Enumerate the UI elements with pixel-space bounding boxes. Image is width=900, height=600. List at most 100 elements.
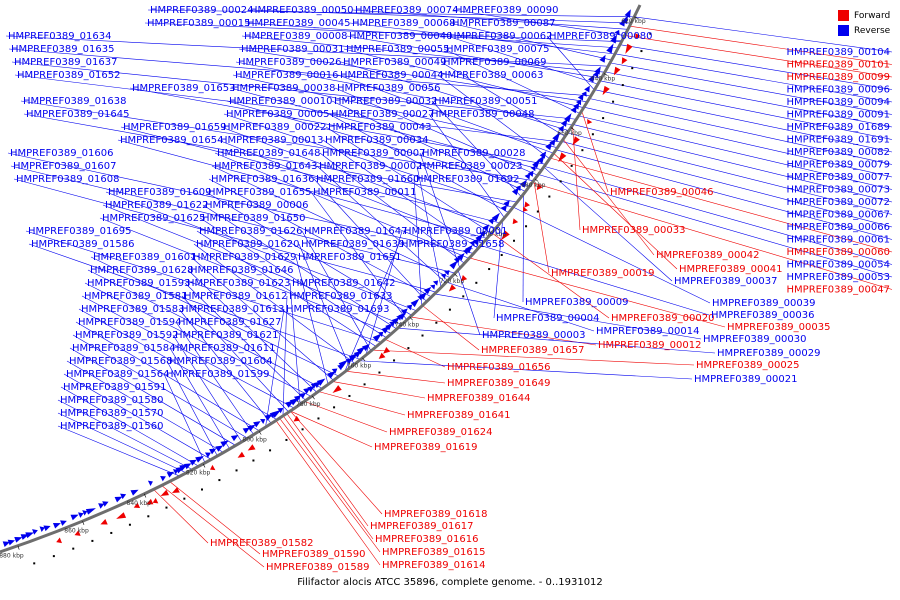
tick-mark xyxy=(143,493,147,498)
gene-label-mid: HMPREF0389_00033 xyxy=(582,225,685,236)
label-connector xyxy=(332,381,426,399)
track-marker xyxy=(536,210,539,213)
gene-label-bottom: HMPREF0389_01616 xyxy=(375,534,478,545)
forward-gene-feature xyxy=(237,451,245,458)
track-marker xyxy=(462,295,465,298)
gene-label-left: HMPREF0389_01620 xyxy=(196,239,299,250)
gene-label-left: HMPREF0389_00027 xyxy=(331,109,434,120)
label-connector xyxy=(352,9,628,30)
label-connector xyxy=(419,152,461,269)
reverse-gene-feature xyxy=(307,386,315,393)
label-connector xyxy=(10,165,456,274)
tick-mark xyxy=(634,16,638,19)
label-connector xyxy=(316,165,447,283)
forward-gene-feature xyxy=(524,201,531,208)
label-connector xyxy=(581,110,609,193)
gene-label-left: HMPREF0389_01650 xyxy=(202,213,305,224)
reverse-gene-feature xyxy=(457,252,465,261)
reverse-gene-feature xyxy=(183,463,192,470)
forward-gene-feature xyxy=(523,206,528,212)
gene-label-mid: HMPREF0389_01656 xyxy=(447,362,550,373)
gene-label-left: HMPREF0389_01627 xyxy=(178,317,281,328)
label-connector xyxy=(282,295,288,416)
label-connector xyxy=(208,178,432,298)
gene-label-left: HMPREF0389_01648 xyxy=(217,148,320,159)
reverse-gene-feature xyxy=(39,526,45,532)
reverse-gene-feature xyxy=(581,91,587,97)
reverse-gene-feature xyxy=(599,54,606,63)
reverse-gene-feature xyxy=(391,317,400,325)
gene-label-left: HMPREF0389_00031 xyxy=(241,44,344,55)
label-connector xyxy=(301,230,372,352)
gene-label-bottom: HMPREF0389_01617 xyxy=(370,521,473,532)
tick-mark xyxy=(603,73,608,76)
label-connector xyxy=(14,74,562,143)
reverse-gene-feature xyxy=(423,286,432,295)
tick-label: 620 kbp xyxy=(621,18,646,25)
label-connector xyxy=(543,166,673,282)
label-connector xyxy=(282,415,374,540)
label-connector xyxy=(589,98,893,165)
reverse-gene-feature xyxy=(475,233,484,242)
label-connector xyxy=(561,141,893,228)
label-connector xyxy=(298,243,351,369)
tick-label: 760 kbp xyxy=(347,363,372,370)
label-connector xyxy=(72,334,248,439)
gene-label-left: HMPREF0389_01612 xyxy=(184,291,287,302)
gene-label-mid: HMPREF0389_00012 xyxy=(598,340,701,351)
reverse-gene-feature xyxy=(160,475,166,482)
label-connector xyxy=(57,425,181,477)
gene-label-left: HMPREF0389_00028 xyxy=(422,148,525,159)
gene-label-left: HMPREF0389_01639 xyxy=(301,239,404,250)
label-connector xyxy=(187,269,318,393)
gene-label-left: HMPREF0389_00068 xyxy=(352,18,455,29)
forward-gene-feature xyxy=(74,530,81,536)
gene-label-bottom: HMPREF0389_01614 xyxy=(382,560,485,571)
gene-label-left: HMPREF0389_01651 xyxy=(298,252,401,263)
track-marker xyxy=(252,459,255,462)
label-connector xyxy=(172,334,242,443)
label-connector xyxy=(609,62,893,115)
label-connector xyxy=(550,157,893,253)
label-connector xyxy=(193,243,356,364)
gene-label-right: HMPREF0389_00047 xyxy=(787,285,890,296)
label-connector xyxy=(60,386,199,467)
label-connector xyxy=(322,139,479,249)
label-connector xyxy=(428,113,505,219)
label-connector xyxy=(178,308,272,424)
label-connector xyxy=(265,308,285,428)
gene-label-mid: HMPREF0389_00009 xyxy=(525,297,628,308)
label-connector xyxy=(449,22,612,61)
reverse-gene-feature xyxy=(277,407,284,414)
gene-label-left: HMPREF0389_01647 xyxy=(304,226,407,237)
gene-label-mid: HMPREF0389_00029 xyxy=(717,348,820,359)
gene-label-left: HMPREF0389_01604 xyxy=(169,356,272,367)
track-marker xyxy=(475,281,478,284)
label-connector xyxy=(619,44,893,90)
gene-label-mid: HMPREF0389_01649 xyxy=(447,378,550,389)
forward-gene-feature xyxy=(512,218,519,225)
label-connector xyxy=(544,166,893,265)
gene-label-left: HMPREF0389_00008 xyxy=(244,31,347,42)
track-marker xyxy=(488,268,491,271)
forward-gene-feature xyxy=(332,385,342,394)
label-connector xyxy=(480,245,710,316)
gene-label-left: HMPREF0389_01646 xyxy=(190,265,293,276)
gene-label-mid: HMPREF0389_00046 xyxy=(610,187,713,198)
gene-label-left: HMPREF0389_01623 xyxy=(187,278,290,289)
label-connector xyxy=(13,178,437,293)
tick-mark xyxy=(570,127,575,131)
reverse-gene-feature xyxy=(204,452,211,458)
tick-label: 820 kbp xyxy=(186,470,211,477)
coordinate-ticks: 620 kbp 640 kbp 660 kbp 680 kbp 700 kbp 720 k… xyxy=(0,16,646,559)
label-connector xyxy=(226,100,530,187)
gene-label-right: HMPREF0389_00082 xyxy=(787,147,890,158)
gene-label-left: HMPREF0389_01613 xyxy=(181,304,284,315)
reverse-gene-feature xyxy=(606,43,614,54)
label-connector xyxy=(304,401,388,433)
track-marker xyxy=(183,497,186,500)
track-marker xyxy=(581,149,584,152)
reverse-gene-feature xyxy=(147,480,153,486)
reverse-gene-feature xyxy=(558,125,564,133)
label-connector xyxy=(397,327,716,354)
